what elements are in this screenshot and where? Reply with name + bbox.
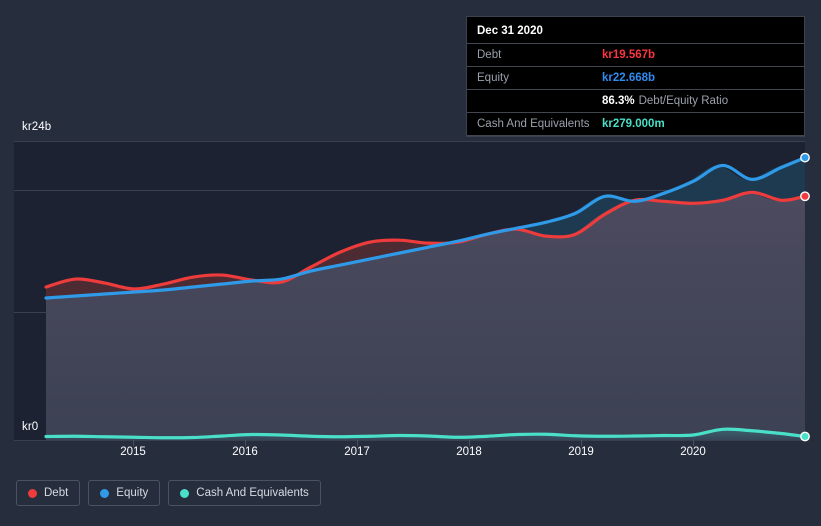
tooltip-row-key: Equity [477,72,509,84]
line-equity [44,155,805,300]
endpoint-markers [800,152,810,442]
legend-dot-icon [100,488,110,498]
endpoint-marker-equity [800,152,810,163]
tooltip-row-value: kr22.668b [602,72,656,84]
tooltip-row: Cash And Equivalents kr279.000m [467,112,804,136]
tooltip-title: Dec 31 2020 [477,25,543,37]
line-debt [44,190,805,291]
endpoint-marker-debt [800,191,810,202]
x-axis-tick-label: 2020 [680,446,706,458]
tooltip-row-value: kr279.000m [602,118,665,130]
tooltip-row-suffix: Debt/Equity Ratio [638,95,729,107]
tooltip-row-key: Cash And Equivalents [477,118,590,130]
x-axis-ticks [133,440,694,446]
endpoint-marker-cash-and-equivalents [800,431,810,442]
tooltip-row: 86.3% Debt/Equity Ratio [467,89,804,112]
chart-legend: Debt Equity Cash And Equivalents [16,480,321,506]
tooltip-row-value: kr19.567b [602,49,656,61]
legend-item-cash-and-equivalents[interactable]: Cash And Equivalents [168,480,321,506]
x-axis-tick-label: 2018 [456,446,482,458]
legend-item-equity[interactable]: Equity [88,480,161,506]
area-lower-fill [46,192,805,440]
tooltip-rows: Debt kr19.567b Equity kr22.668b 86.3% Debt/Eq… [467,43,804,136]
legend-dot-icon [28,488,37,498]
legend-label: Debt [44,487,69,499]
line-cash [44,427,805,440]
x-axis-tick-label: 2015 [120,446,146,458]
tooltip-row: Equity kr22.668b [467,66,804,89]
legend-label: Cash And Equivalents [196,487,309,499]
legend-item-debt[interactable]: Debt [16,480,81,506]
legend-dot-icon [180,488,190,498]
x-axis-tick-label: 2016 [232,446,258,458]
x-axis-tick-label: 2017 [344,446,370,458]
y-axis-label-zero: kr0 [22,421,39,433]
y-axis-label-top: kr24b [22,121,52,133]
tooltip-row: Debt kr19.567b [467,43,804,66]
legend-label: Equity [116,487,149,499]
x-axis-tick-label: 2019 [568,446,594,458]
data-tooltip: Dec 31 2020 Debt kr19.567b Equity kr22.668b… [466,16,805,137]
tooltip-row-key: Debt [477,49,502,61]
tooltip-row-value: 86.3% Debt/Equity Ratio [602,95,729,107]
area-debt-excess-fill [46,199,640,298]
